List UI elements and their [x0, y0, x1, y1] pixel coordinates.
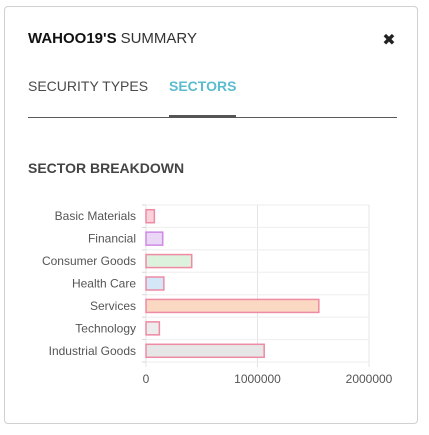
category-label: Consumer Goods	[42, 254, 136, 268]
summary-panel: WAHOO19'S SUMMARY ✖ SECURITY TYPES SECTOR…	[4, 6, 418, 424]
x-tick-label: 0	[143, 372, 150, 386]
close-icon[interactable]: ✖	[382, 32, 396, 49]
tab-sectors-label: SECTORS	[169, 78, 237, 94]
section-title: SECTOR BREAKDOWN	[28, 160, 185, 176]
category-label: Health Care	[72, 277, 136, 291]
bar-financial	[145, 231, 164, 246]
tab-security-types[interactable]: SECURITY TYPES	[28, 77, 148, 117]
category-label: Basic Materials	[55, 209, 136, 223]
panel-title: WAHOO19'S SUMMARY	[28, 30, 197, 47]
bar-basic-materials	[145, 208, 156, 224]
bar-consumer-goods	[145, 253, 193, 269]
category-label: Financial	[88, 232, 136, 246]
bar-technology	[145, 321, 161, 336]
tab-security-types-label: SECURITY TYPES	[28, 78, 149, 94]
x-tick-label: 2000000	[346, 372, 393, 386]
bar-services	[145, 298, 320, 314]
sector-breakdown-chart: Basic Materials Financial Consumer Goods He…	[42, 204, 393, 386]
panel-title-username: WAHOO19'S	[28, 30, 117, 47]
bar-health-care	[145, 276, 165, 291]
panel-title-text: SUMMARY	[120, 30, 197, 47]
category-label: Services	[90, 299, 136, 313]
x-tick-label: 1000000	[234, 372, 281, 386]
tab-sectors[interactable]: SECTORS	[169, 77, 237, 118]
category-label: Technology	[75, 321, 136, 335]
tab-bar: SECURITY TYPES SECTORS	[28, 77, 397, 118]
category-label: Industrial Goods	[49, 344, 136, 358]
bar-industrial-goods	[145, 343, 265, 359]
